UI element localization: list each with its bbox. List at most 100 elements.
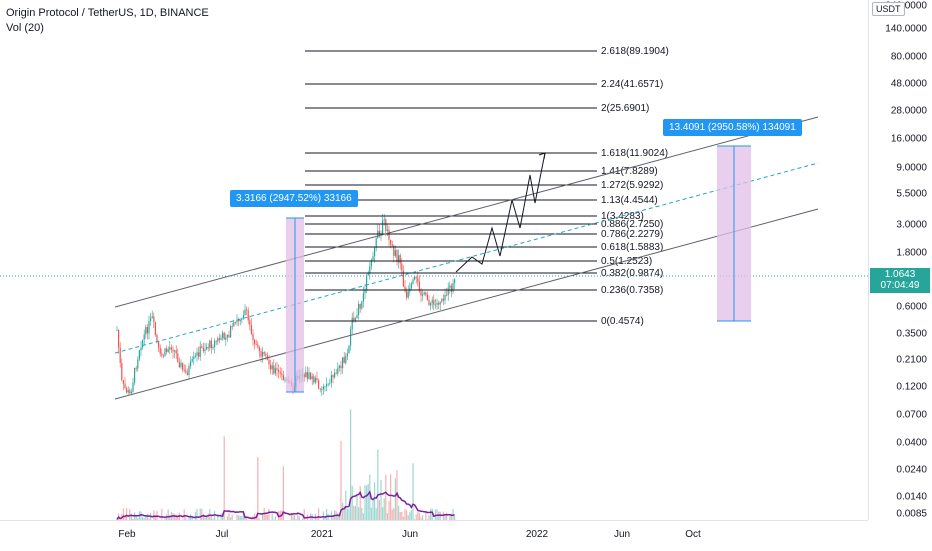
volume-bar: [129, 509, 130, 520]
candle-body: [425, 292, 426, 295]
candle-body: [264, 352, 265, 354]
fib-level-label: 1.13(4.4544): [601, 195, 658, 206]
candle-body: [222, 333, 223, 338]
candle-body: [369, 266, 370, 273]
candle-body: [249, 320, 250, 324]
candle-body: [411, 284, 412, 289]
candle-body: [446, 295, 447, 296]
candle-body: [208, 347, 209, 348]
fib-level-label: 2.24(41.6571): [601, 79, 663, 90]
volume-bar: [161, 509, 162, 520]
volume-bar: [417, 511, 418, 520]
candle-body: [363, 293, 364, 301]
candle-body: [320, 388, 321, 389]
candle-body: [262, 352, 263, 356]
measure-label-right[interactable]: 13.4091 (2950.58%) 134091: [663, 119, 802, 136]
volume-bar: [184, 509, 185, 520]
candle-body: [180, 363, 181, 367]
candle-body: [187, 373, 188, 375]
candle-body: [124, 384, 125, 389]
candle-body: [212, 347, 213, 348]
volume-bar: [369, 475, 370, 520]
price-tick: 0.0400: [896, 438, 927, 449]
candle-body: [385, 219, 386, 230]
volume-bar: [342, 503, 343, 520]
candle-body: [257, 345, 258, 348]
candle-body: [280, 372, 281, 374]
volume-bar: [395, 478, 396, 520]
candle-body: [388, 230, 389, 240]
volume-bar: [200, 508, 201, 520]
candle-body: [451, 286, 452, 292]
candle-body: [273, 365, 274, 373]
volume-bar: [388, 501, 389, 520]
candle-body: [188, 366, 189, 375]
candle-body: [137, 359, 138, 368]
candle-body: [174, 350, 175, 351]
candle-body: [128, 390, 129, 392]
candle-body: [190, 361, 191, 366]
candle-body: [204, 349, 205, 351]
candle-body: [168, 349, 169, 351]
candle-body: [134, 368, 135, 383]
candle-body: [308, 372, 309, 378]
candle-body: [283, 375, 284, 381]
fib-level-label: 2.618(89.1904): [601, 46, 669, 57]
candle-body: [203, 348, 204, 352]
volume-bar: [347, 509, 348, 520]
candle-body: [153, 316, 154, 322]
candle-body: [121, 363, 122, 380]
fib-level-label: 0(0.4574): [601, 316, 644, 327]
candle-body: [169, 347, 170, 349]
volume-bar: [376, 508, 377, 520]
candle-body: [214, 341, 215, 347]
volume-bar: [358, 507, 359, 520]
fib-level-label: 0.382(0.9874): [601, 268, 663, 279]
volume-bar: [361, 508, 362, 520]
volume-bar: [123, 508, 124, 520]
candle-body: [196, 352, 197, 355]
candle-body: [334, 373, 335, 378]
volume-bar: [355, 506, 356, 520]
time-scale[interactable]: Feb Jul 2021 Jun 2022 Jun Oct: [0, 520, 868, 551]
volume-bar: [409, 512, 410, 520]
candle-body: [147, 327, 148, 333]
candle-body: [248, 310, 249, 320]
candle-body: [448, 287, 449, 295]
time-tick: 2021: [311, 529, 333, 540]
candle-body: [382, 220, 383, 233]
measure-label-left[interactable]: 3.3166 (2947.52%) 33166: [230, 190, 358, 207]
channel-midline: [115, 163, 818, 353]
candle-body: [171, 347, 172, 349]
fib-level-label: 2(25.6901): [601, 103, 649, 114]
candle-body: [348, 346, 349, 354]
candle-body: [400, 255, 401, 263]
price-chart-canvas[interactable]: 2.618(89.1904)2.24(41.6571)2(25.6901)1.6…: [0, 0, 868, 520]
candle-body: [216, 341, 217, 342]
volume-bar: [412, 463, 413, 520]
currency-badge[interactable]: USDT: [872, 2, 905, 16]
candle-body: [195, 355, 196, 356]
candle-body: [352, 318, 353, 330]
candle-body: [219, 338, 220, 340]
price-tick: 9.0000: [896, 163, 927, 174]
drawings: [0, 117, 868, 399]
candle-body: [332, 375, 333, 377]
volume-bar: [356, 494, 357, 520]
candle-body: [209, 341, 210, 348]
candle-body: [158, 342, 159, 348]
price-tick: 0.0700: [896, 410, 927, 421]
candle-body: [435, 305, 436, 306]
volume-bar: [201, 509, 202, 520]
price-tick: 80.0000: [891, 52, 927, 63]
candle-body: [361, 302, 362, 309]
candle-body: [201, 346, 202, 347]
candle-body: [193, 357, 194, 359]
candle-body: [355, 318, 356, 320]
time-tick: Feb: [118, 529, 135, 540]
candle-body: [192, 359, 193, 361]
candle-body: [366, 275, 367, 290]
candle-body: [408, 291, 409, 297]
